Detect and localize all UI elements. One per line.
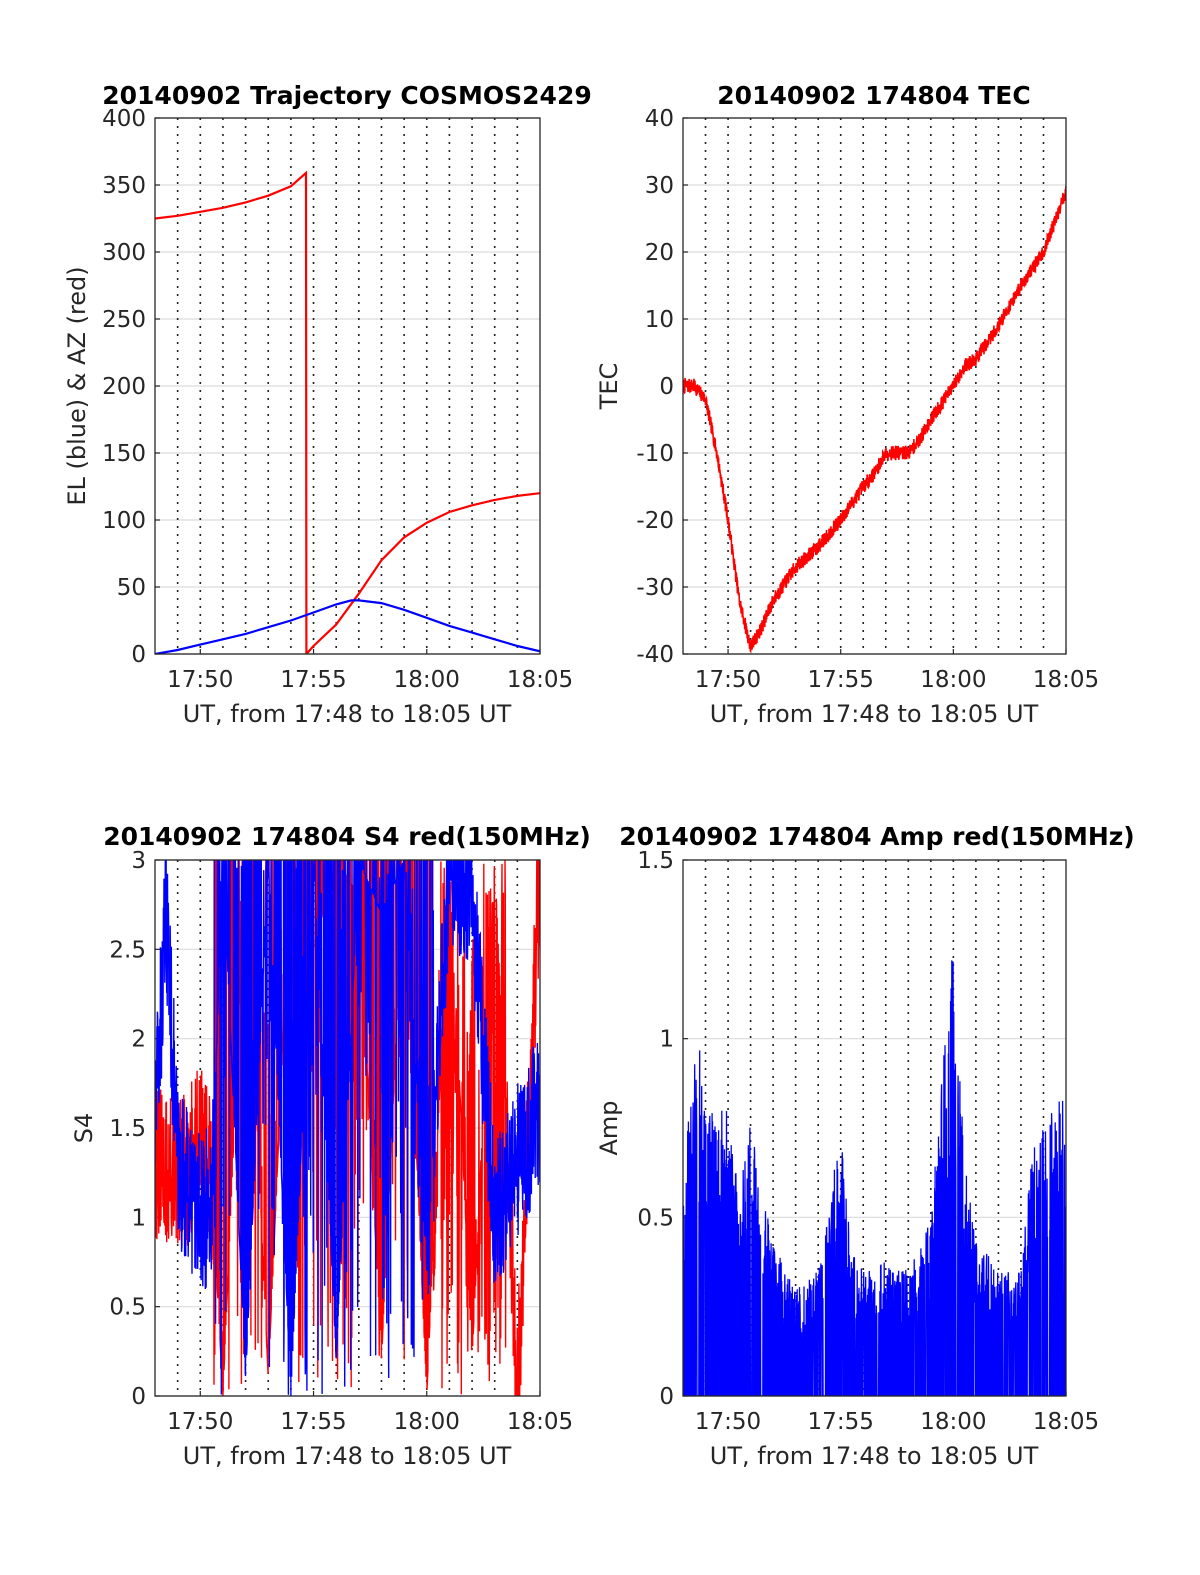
tec-y-tick-label: 0 bbox=[659, 374, 674, 400]
trajectory-y-tick-label: 100 bbox=[102, 508, 146, 534]
s4-y-tick-label: 1.5 bbox=[109, 1116, 146, 1142]
trajectory-y-tick-label: 150 bbox=[102, 441, 146, 467]
s4-x-tick-label: 18:00 bbox=[394, 1409, 460, 1435]
s4-plot-area: 0 0.5 1 1.5 2 2.5 3 17:50 17:55 18:00 18:05 bbox=[109, 848, 573, 1435]
tec-y-tick-label: 30 bbox=[645, 173, 674, 199]
trajectory-line-1 bbox=[155, 599, 540, 654]
trajectory-y-tick-label: 400 bbox=[102, 106, 146, 132]
trajectory-x-tick-label: 17:55 bbox=[280, 667, 346, 693]
s4-y-tick-label: 2 bbox=[131, 1027, 146, 1053]
tec-x-tick-label: 17:55 bbox=[808, 667, 874, 693]
amp-x-label: UT, from 17:48 to 18:05 UT bbox=[710, 1442, 1039, 1470]
trajectory-y-tick-label: 0 bbox=[131, 642, 146, 668]
trajectory-y-tick-label: 250 bbox=[102, 307, 146, 333]
amp-x-tick-label: 18:00 bbox=[920, 1409, 986, 1435]
amp-y-label: Amp bbox=[595, 1100, 623, 1155]
tec-x-tick-label: 17:50 bbox=[695, 667, 761, 693]
s4-x-tick-label: 17:55 bbox=[280, 1409, 346, 1435]
trajectory-y-tick-label: 350 bbox=[102, 173, 146, 199]
s4-y-tick-label: 3 bbox=[131, 848, 146, 874]
s4-line-0 bbox=[155, 860, 540, 1396]
tec-y-tick-label: -30 bbox=[636, 575, 674, 601]
amp-y-tick-label: 0.5 bbox=[637, 1205, 674, 1231]
s4-series-0 bbox=[155, 860, 540, 1396]
trajectory-x-tick-label: 17:50 bbox=[167, 667, 233, 693]
s4-x-label: UT, from 17:48 to 18:05 UT bbox=[183, 1442, 512, 1470]
amp-x-tick-label: 17:55 bbox=[808, 1409, 874, 1435]
s4-x-tick-label: 17:50 bbox=[167, 1409, 233, 1435]
s4-y-tick-label: 0.5 bbox=[109, 1295, 146, 1321]
tec-y-tick-label: 20 bbox=[645, 240, 674, 266]
amp-x-tick-label: 17:50 bbox=[695, 1409, 761, 1435]
amp-y-tick-label: 0 bbox=[659, 1384, 674, 1410]
tec-y-tick-label: 10 bbox=[645, 307, 674, 333]
s4-x-tick-label: 18:05 bbox=[507, 1409, 573, 1435]
trajectory-y-tick-label: 300 bbox=[102, 240, 146, 266]
tec-x-tick-label: 18:00 bbox=[920, 667, 986, 693]
s4-y-tick-label: 2.5 bbox=[109, 937, 146, 963]
amp-panel: 0 0.5 1 1.5 17:50 17:55 18:00 18:05 20140902 17… bbox=[595, 822, 1135, 1470]
tec-x-tick-label: 18:05 bbox=[1033, 667, 1099, 693]
trajectory-x-label: UT, from 17:48 to 18:05 UT bbox=[183, 700, 512, 728]
trajectory-plot-area: 0 50 100 150 200 250 300 350 400 17:50 17:55 18:00 1… bbox=[102, 106, 573, 693]
tec-title: 20140902 174804 TEC bbox=[717, 81, 1030, 110]
tec-line-0 bbox=[683, 186, 1066, 654]
tec-series-0 bbox=[683, 186, 1066, 654]
trajectory-y-tick-label: 50 bbox=[117, 575, 146, 601]
s4-y-tick-label: 1 bbox=[131, 1205, 146, 1231]
trajectory-series-1 bbox=[155, 599, 540, 654]
tec-axes-box bbox=[682, 117, 1067, 655]
trajectory-series-0 bbox=[155, 170, 540, 654]
amp-y-tick-label: 1.5 bbox=[637, 848, 674, 874]
trajectory-title: 20140902 Trajectory COSMOS2429 bbox=[102, 81, 592, 110]
amp-axes-box bbox=[682, 859, 1067, 1397]
trajectory-line-0 bbox=[155, 170, 540, 654]
tec-panel: -40 -30 -20 -10 0 10 20 30 40 17:50 17:55 18:00 18:0… bbox=[595, 81, 1099, 728]
tec-y-tick-label: -10 bbox=[636, 441, 674, 467]
tec-plot-area: -40 -30 -20 -10 0 10 20 30 40 17:50 17:55 18:00 18:0… bbox=[636, 106, 1099, 693]
trajectory-y-label: EL (blue) & AZ (red) bbox=[63, 266, 91, 505]
tec-y-tick-label: -20 bbox=[636, 508, 674, 534]
tec-y-tick-label: -40 bbox=[636, 642, 674, 668]
s4-y-label: S4 bbox=[70, 1113, 98, 1144]
trajectory-axes-box bbox=[154, 117, 541, 655]
amp-x-tick-label: 18:05 bbox=[1033, 1409, 1099, 1435]
amp-series-0 bbox=[683, 960, 1066, 1396]
tec-y-tick-label: 40 bbox=[645, 106, 674, 132]
tec-y-label: TEC bbox=[595, 363, 623, 411]
tec-x-label: UT, from 17:48 to 18:05 UT bbox=[710, 700, 1039, 728]
s4-series-1 bbox=[155, 860, 540, 1396]
s4-title: 20140902 174804 S4 red(150MHz) bbox=[103, 822, 591, 851]
s4-y-tick-label: 0 bbox=[131, 1384, 146, 1410]
trajectory-x-tick-label: 18:05 bbox=[507, 667, 573, 693]
trajectory-y-tick-label: 200 bbox=[102, 374, 146, 400]
trajectory-x-tick-label: 18:00 bbox=[394, 667, 460, 693]
amp-y-tick-label: 1 bbox=[659, 1027, 674, 1053]
amp-plot-area: 0 0.5 1 1.5 17:50 17:55 18:00 18:05 bbox=[637, 848, 1099, 1435]
trajectory-panel: 0 50 100 150 200 250 300 350 400 17:50 17:55 18:00 1… bbox=[63, 81, 592, 728]
amp-line-0 bbox=[683, 960, 1066, 1396]
s4-panel: 0 0.5 1 1.5 2 2.5 3 17:50 17:55 18:00 18:05 201409… bbox=[70, 822, 591, 1470]
amp-title: 20140902 174804 Amp red(150MHz) bbox=[619, 822, 1135, 851]
s4-line-1 bbox=[155, 860, 540, 1396]
s4-axes-box bbox=[154, 859, 541, 1397]
